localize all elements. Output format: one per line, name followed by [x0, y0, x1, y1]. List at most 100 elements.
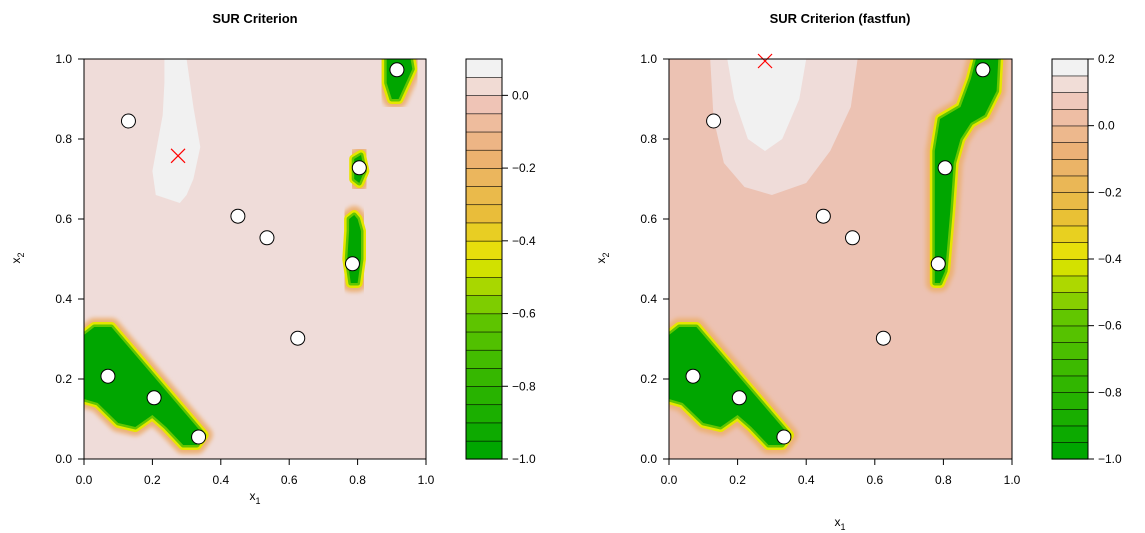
chart-title: SUR Criterion: [212, 11, 297, 26]
colorbar-tick-label: 0.0: [512, 88, 529, 102]
colorbar-level: [1051, 125, 1089, 143]
colorbar-tick-label: 0.0: [1098, 119, 1115, 133]
contour-region-high: [152, 59, 201, 203]
colorbar-level: [1051, 325, 1089, 343]
x-axis: 0.0 0.2 0.4 0.6 0.8 1.0: [76, 459, 435, 487]
colorbar-level: [465, 404, 503, 424]
y-tick-label: 0.8: [55, 132, 72, 146]
colorbar-tick-label: −0.8: [1098, 385, 1122, 399]
design-point: [344, 256, 360, 272]
colorbar-level: [1051, 425, 1089, 443]
colorbar-level: [465, 131, 503, 151]
y-axis-label: x2: [9, 252, 26, 263]
design-point: [389, 62, 405, 78]
colorbar-level: [465, 113, 503, 133]
contour-region-min: [347, 215, 361, 283]
design-point: [685, 368, 701, 384]
contour-region-min: [84, 327, 204, 445]
colorbar-level: [1051, 142, 1089, 160]
colorbar-level: [1051, 242, 1089, 260]
colorbar-tick-label: −0.4: [1098, 252, 1122, 266]
design-point: [100, 368, 116, 384]
colorbar-level: [1051, 192, 1089, 210]
y-tick-label: 0.2: [640, 372, 657, 386]
colorbar-level: [1051, 158, 1089, 177]
y-axis: 0.0 0.2 0.4 0.6 0.8 1.0: [55, 52, 84, 466]
x-tick-label: 0.6: [866, 473, 883, 487]
plot-area: [668, 53, 1013, 460]
optimum-marker: [170, 148, 186, 164]
colorbar-level: [465, 331, 503, 351]
colorbar-level: [465, 440, 503, 460]
y-tick-label: 0.0: [640, 452, 657, 466]
colorbar-level: [1051, 75, 1089, 93]
design-point: [120, 113, 136, 129]
colorbar-level: [465, 367, 503, 387]
colorbar-level: [1051, 375, 1089, 393]
colorbar-level: [465, 222, 503, 242]
plot-area: [83, 58, 427, 460]
design-point: [259, 230, 275, 246]
x-tick-label: 0.8: [349, 473, 366, 487]
colorbar-level: [1051, 175, 1089, 193]
colorbar-tick-label: −0.8: [512, 379, 536, 393]
colorbar-level: [465, 76, 503, 96]
design-point: [975, 62, 991, 78]
design-point: [776, 429, 792, 445]
colorbar-tick-label: −1.0: [1098, 452, 1122, 466]
colorbar-level: [465, 149, 503, 169]
colorbar-level: [465, 276, 503, 296]
y-tick-label: 0.6: [55, 212, 72, 226]
colorbar-tick-label: −0.2: [512, 161, 536, 175]
colorbar-level: [465, 385, 503, 406]
colorbar-level: [1051, 358, 1089, 377]
colorbar-level: [465, 313, 503, 333]
colorbar-tick-label: −0.6: [512, 307, 536, 321]
colorbar-level: [465, 258, 503, 278]
plot-frame: [668, 58, 1013, 460]
colorbar-frame: [465, 58, 503, 460]
design-point: [191, 429, 207, 445]
design-point: [937, 160, 953, 176]
x-tick-label: 0.4: [212, 473, 229, 487]
y-axis-label: x2: [594, 252, 611, 263]
chart-title: SUR Criterion (fastfun): [770, 11, 911, 26]
colorbar-level: [1051, 442, 1089, 460]
colorbar-level: [465, 167, 503, 187]
x-tick-label: 1.0: [418, 473, 435, 487]
design-point: [815, 208, 831, 224]
y-tick-label: 0.4: [640, 292, 657, 306]
colorbar-level: [1051, 392, 1089, 410]
design-point: [146, 390, 162, 406]
x-tick-label: 0.8: [935, 473, 952, 487]
colorbar-level: [1051, 208, 1089, 227]
colorbar-level: [465, 240, 503, 260]
colorbar-level: [1051, 292, 1089, 310]
plot-frame: [83, 58, 427, 460]
colorbar-level: [1051, 225, 1089, 243]
y-tick-label: 0.6: [640, 212, 657, 226]
y-tick-label: 1.0: [640, 52, 657, 66]
contour-region-min: [934, 59, 999, 283]
design-point: [706, 113, 722, 129]
colorbar-level: [465, 349, 503, 369]
colorbar-level: [1051, 258, 1089, 277]
x-tick-label: 1.0: [1004, 473, 1021, 487]
colorbar-tick-label: −0.4: [512, 234, 536, 248]
colorbar-tick-label: −0.6: [1098, 319, 1122, 333]
colorbar-level: [1051, 408, 1089, 427]
design-point: [731, 390, 747, 406]
colorbar-level: [465, 185, 503, 206]
y-tick-label: 0.8: [640, 132, 657, 146]
design-point: [930, 256, 946, 272]
colorbar-level: [1051, 308, 1089, 327]
colorbar-level: [1051, 92, 1089, 110]
colorbar-level: [465, 204, 503, 224]
colorbar: 0.2 0.0 −0.2 −0.4 −0.6 −0.8 −1.0: [1051, 52, 1122, 466]
design-point: [230, 208, 246, 224]
x-axis-label: x1: [834, 515, 845, 532]
colorbar-level: [465, 295, 503, 315]
design-point: [845, 230, 861, 246]
contour-region-high: [727, 59, 807, 151]
